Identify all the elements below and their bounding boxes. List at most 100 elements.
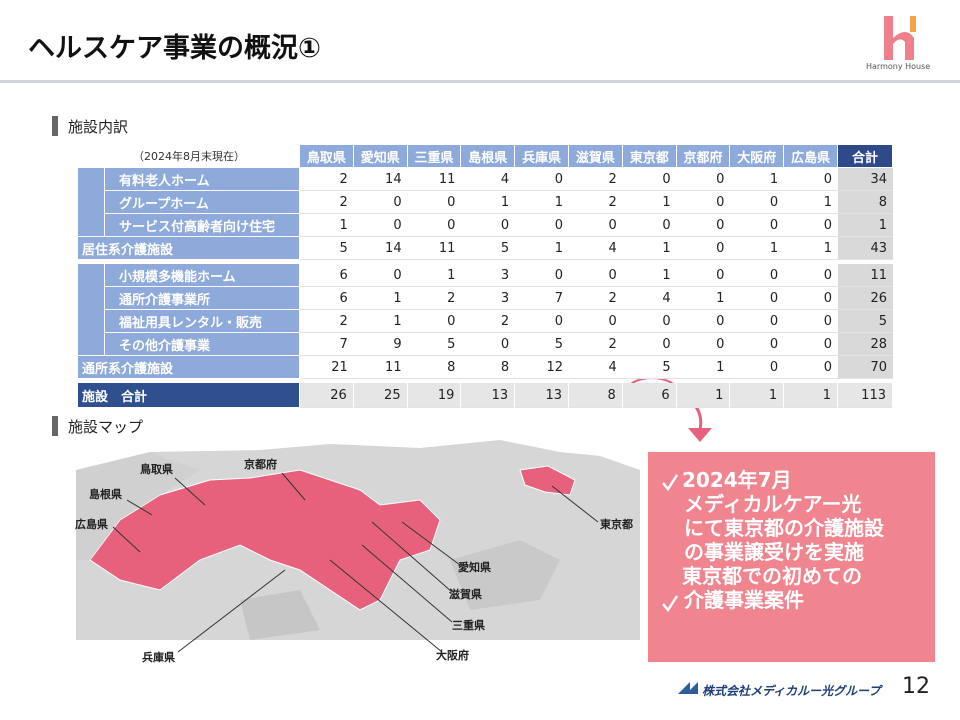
table-cell: 0: [730, 214, 785, 237]
total-label: 施設 合計: [78, 383, 299, 408]
table-cell: 25: [353, 383, 408, 408]
section-marker: [52, 416, 58, 436]
table-cell: 5: [515, 333, 569, 356]
table-cell: 2: [461, 310, 516, 333]
callout-line: にて東京都の介護施設: [684, 516, 884, 540]
table-cell: 1: [515, 191, 569, 214]
table-cell: 1: [784, 237, 838, 260]
table-cell: 8: [838, 191, 893, 214]
table-cell: 1: [730, 168, 785, 191]
table-cell: 0: [784, 168, 838, 191]
group-block: [78, 264, 104, 356]
table-cell: 0: [461, 214, 516, 237]
table-cell: 28: [838, 333, 893, 356]
table-cell: 0: [730, 310, 785, 333]
column-header: 愛知県: [353, 145, 408, 167]
table-cell: 0: [676, 168, 731, 191]
table-cell: 0: [569, 310, 623, 333]
group-block: [78, 168, 104, 237]
subtotal-label: 居住系介護施設: [78, 237, 299, 260]
column-header: 京都府: [676, 145, 731, 167]
table-cell: 14: [353, 237, 408, 260]
table-cell: 1: [784, 383, 838, 408]
map-label: 京都府: [244, 458, 277, 471]
table-cell: 0: [676, 214, 731, 237]
table-cell: 11: [407, 168, 462, 191]
table-cell: 2: [300, 310, 354, 333]
table-cell: 2: [407, 287, 462, 310]
table-cell: 2: [300, 168, 354, 191]
table-cell: 1: [676, 287, 731, 310]
callout-line: 東京都での初めての: [682, 564, 862, 588]
table-cell: 0: [515, 310, 569, 333]
table-cell: 2: [569, 333, 623, 356]
table-cell: 0: [784, 333, 838, 356]
table-cell: 0: [676, 333, 731, 356]
table-cell: 0: [515, 214, 569, 237]
table-cell: 1: [676, 383, 731, 408]
section-heading: 施設内訳: [68, 118, 129, 136]
callout-line: メディカルケアー光: [684, 492, 862, 516]
table-cell: 0: [676, 264, 731, 287]
callout-line: 2024年7月: [682, 468, 792, 492]
table-cell: 4: [569, 237, 623, 260]
table-cell: 13: [515, 383, 569, 408]
table-cell: 34: [838, 168, 893, 191]
table-cell: 2: [569, 168, 623, 191]
table-cell: 7: [515, 287, 569, 310]
column-header: 鳥取県: [300, 145, 354, 167]
table-cell: 11: [838, 264, 893, 287]
table-cell: 0: [353, 264, 408, 287]
table-cell: 4: [461, 168, 516, 191]
table-cell: 0: [730, 287, 785, 310]
table-cell: 8: [407, 356, 462, 379]
table-cell: 9: [353, 333, 408, 356]
section-marker: [52, 116, 58, 136]
table-cell: 8: [461, 356, 516, 379]
map: [76, 440, 640, 653]
check-icons: [662, 474, 679, 613]
row-label: サービス付高齢者向け住宅: [105, 214, 299, 237]
table-cell: 26: [838, 287, 893, 310]
table-cell: 1: [622, 237, 677, 260]
footer-company: 株式会社メディカルー光グループ: [702, 684, 881, 698]
table-cell: 0: [730, 264, 785, 287]
callout-text: 2024年7月 メディカルケアー光 にて東京都の介護施設 の事業譲受けを実施 東京都での…: [682, 468, 884, 612]
table-cell: 1: [515, 237, 569, 260]
column-header: 広島県: [784, 145, 838, 167]
column-header: 合計: [838, 145, 893, 167]
table-cell: 0: [784, 310, 838, 333]
table-cell: 2: [300, 191, 354, 214]
table-cell: 0: [407, 310, 462, 333]
table-cell: 0: [676, 310, 731, 333]
table-cell: 13: [461, 383, 516, 408]
table-cell: 0: [622, 310, 677, 333]
table-cell: 0: [515, 264, 569, 287]
logo-mark: [884, 16, 916, 60]
table-cell: 1: [300, 214, 354, 237]
table-cell: 0: [622, 214, 677, 237]
footer-logo-mark: [678, 682, 698, 694]
table-cell: 1: [407, 264, 462, 287]
map-label: 愛知県: [458, 561, 491, 574]
table-cell: 0: [622, 333, 677, 356]
table-cell: 0: [353, 191, 408, 214]
table-cell: 43: [838, 237, 893, 260]
table-cell: 0: [353, 214, 408, 237]
column-header: 東京都: [622, 145, 677, 167]
table-cell: 6: [300, 287, 354, 310]
table-cell: 0: [569, 214, 623, 237]
table-cell: 1: [353, 310, 408, 333]
table-cell: 5: [300, 237, 354, 260]
table-cell: 4: [569, 356, 623, 379]
table-cell: 1: [730, 237, 785, 260]
table-cell: 11: [407, 237, 462, 260]
callout-line: 介護事業案件: [684, 588, 804, 612]
table-cell: 0: [407, 191, 462, 214]
table-cell: 0: [622, 168, 677, 191]
map-label: 三重県: [452, 619, 485, 632]
page-number: 12: [902, 674, 930, 699]
table-cell: 12: [515, 356, 569, 379]
